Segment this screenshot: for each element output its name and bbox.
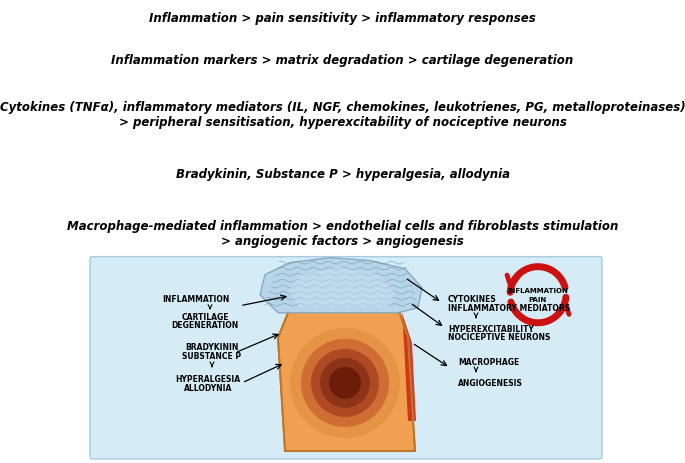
Text: Inflammation markers > matrix degradation > cartilage degeneration: Inflammation markers > matrix degradatio… (112, 54, 573, 67)
Text: INFLAMMATION: INFLAMMATION (508, 288, 569, 294)
Polygon shape (402, 313, 416, 421)
Polygon shape (288, 268, 395, 308)
Text: Inflammation > pain sensitivity > inflammatory responses: Inflammation > pain sensitivity > inflam… (149, 12, 536, 25)
Text: Bradykinin, Substance P > hyperalgesia, allodynia: Bradykinin, Substance P > hyperalgesia, … (175, 168, 510, 181)
Text: Cytokines (TNFα), inflammatory mediators (IL, NGF, chemokines, leukotrienes, PG,: Cytokines (TNFα), inflammatory mediators… (0, 101, 685, 129)
Text: INFLAMMATORY MEDIATORS: INFLAMMATORY MEDIATORS (448, 304, 570, 313)
Text: HYPEREXCITABILITY: HYPEREXCITABILITY (448, 325, 534, 334)
Text: INFLAMMATION: INFLAMMATION (162, 295, 230, 304)
Text: DEGENERATION: DEGENERATION (171, 321, 238, 330)
Ellipse shape (290, 328, 400, 438)
Text: CYTOKINES: CYTOKINES (448, 295, 497, 304)
Ellipse shape (311, 349, 379, 417)
Text: NOCICEPTIVE NEURONS: NOCICEPTIVE NEURONS (448, 333, 550, 342)
Text: CARTILAGE: CARTILAGE (182, 313, 229, 322)
Polygon shape (278, 308, 415, 451)
Ellipse shape (301, 339, 389, 427)
Text: ALLODYNIA: ALLODYNIA (184, 384, 232, 394)
Text: ANGIOGENESIS: ANGIOGENESIS (458, 379, 523, 388)
Text: PAIN: PAIN (529, 297, 547, 303)
Ellipse shape (329, 367, 361, 399)
Text: HYPERALGESIA: HYPERALGESIA (175, 375, 240, 384)
Text: MACROPHAGE: MACROPHAGE (458, 358, 519, 367)
Polygon shape (260, 257, 422, 313)
Ellipse shape (320, 358, 370, 408)
Text: SUBSTANCE P: SUBSTANCE P (182, 352, 242, 361)
FancyBboxPatch shape (90, 257, 602, 459)
Text: BRADYKININ: BRADYKININ (186, 343, 238, 352)
Text: Macrophage-mediated inflammation > endothelial cells and fibroblasts stimulation: Macrophage-mediated inflammation > endot… (67, 219, 618, 248)
